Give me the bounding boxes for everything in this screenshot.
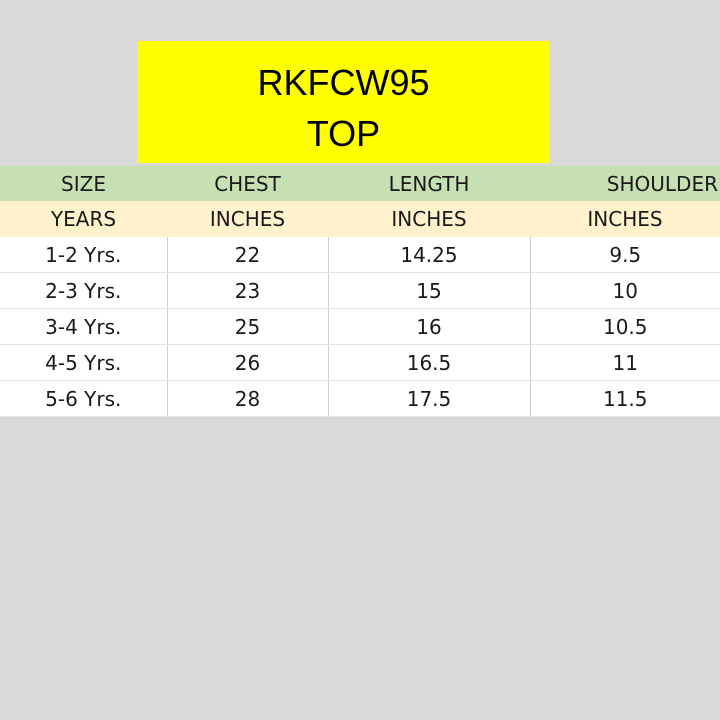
header-length: LENGTH <box>328 166 530 201</box>
header-chest: CHEST <box>167 166 328 201</box>
cell-shoulder: 10.5 <box>529 308 720 345</box>
header-shoulder: SHOULDER <box>530 166 720 201</box>
table-row: 1-2 Yrs. 22 14.25 9.5 <box>0 237 720 273</box>
cell-length: 14.25 <box>327 237 530 273</box>
cell-size: 5-6 Yrs. <box>0 380 167 417</box>
table-row: 4-5 Yrs. 26 16.5 11 <box>0 344 720 381</box>
header-size: SIZE <box>0 166 167 201</box>
header-row: SIZE CHEST LENGTH SHOULDER <box>0 166 720 201</box>
unit-length: INCHES <box>328 201 530 237</box>
title-banner: RKFCW95 TOP <box>137 41 550 163</box>
cell-shoulder: 9.5 <box>529 237 720 273</box>
unit-row: YEARS INCHES INCHES INCHES <box>0 201 720 237</box>
cell-length: 15 <box>327 272 530 309</box>
cell-chest: 23 <box>166 272 328 309</box>
cell-chest: 22 <box>166 237 328 273</box>
cell-size: 2-3 Yrs. <box>0 272 167 309</box>
cell-chest: 26 <box>166 344 328 381</box>
cell-chest: 28 <box>166 380 328 417</box>
cell-length: 17.5 <box>327 380 530 417</box>
cell-shoulder: 11 <box>529 344 720 381</box>
cell-size: 1-2 Yrs. <box>0 237 167 273</box>
product-code: RKFCW95 <box>257 62 430 103</box>
product-type: TOP <box>306 113 381 154</box>
unit-size: YEARS <box>0 201 167 237</box>
cell-chest: 25 <box>166 308 328 345</box>
unit-chest: INCHES <box>167 201 328 237</box>
unit-shoulder: INCHES <box>530 201 720 237</box>
table-row: 3-4 Yrs. 25 16 10.5 <box>0 308 720 345</box>
cell-shoulder: 10 <box>529 272 720 309</box>
cell-length: 16.5 <box>327 344 530 381</box>
table-row: 2-3 Yrs. 23 15 10 <box>0 272 720 309</box>
cell-size: 4-5 Yrs. <box>0 344 167 381</box>
size-chart-table: SIZE CHEST LENGTH SHOULDER YEARS INCHES … <box>0 166 720 417</box>
cell-size: 3-4 Yrs. <box>0 308 167 345</box>
cell-length: 16 <box>327 308 530 345</box>
cell-shoulder: 11.5 <box>529 380 720 417</box>
table-row: 5-6 Yrs. 28 17.5 11.5 <box>0 380 720 417</box>
